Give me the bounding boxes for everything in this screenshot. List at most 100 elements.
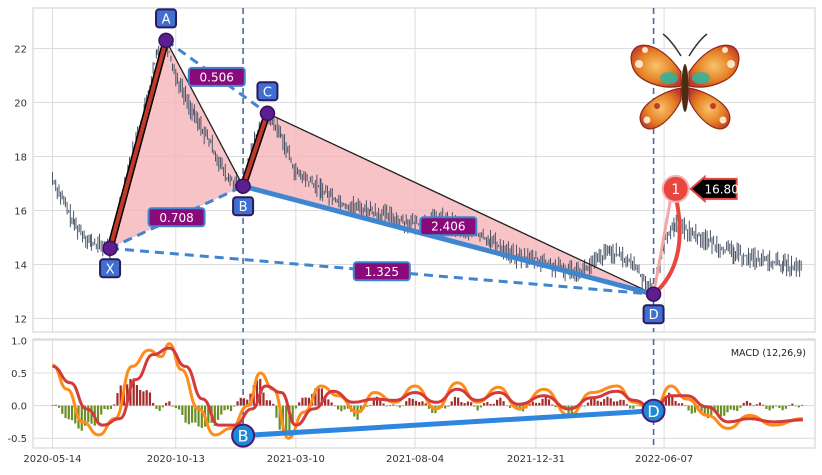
macd-histogram-bar	[61, 405, 64, 414]
macd-histogram-bar	[54, 404, 57, 406]
x-tick-label: 2021-03-10	[267, 454, 325, 465]
macd-histogram-bar	[83, 405, 87, 426]
macd-histogram-bar	[392, 404, 395, 406]
macd-histogram-bar	[233, 405, 236, 407]
macd-histogram-bar	[379, 398, 382, 406]
pattern-badge-label: X	[106, 262, 115, 277]
macd-histogram-bar	[794, 405, 797, 407]
macd-histogram-bar	[590, 397, 593, 406]
pattern-badge	[256, 81, 279, 102]
macd-histogram-bar	[473, 405, 476, 407]
macd-histogram-bar	[372, 399, 375, 406]
macd-histogram-bar	[246, 399, 249, 406]
macd-histogram-bar	[272, 403, 275, 406]
x-tick-label: 2020-05-14	[23, 454, 81, 465]
macd-histogram-bar	[622, 400, 625, 406]
macd-histogram-bar	[736, 405, 739, 411]
macd-histogram-bar	[106, 405, 109, 410]
macd-histogram-bar	[194, 405, 197, 423]
macd-histogram-bar	[635, 405, 638, 407]
macd-histogram-bar	[534, 402, 538, 406]
price-y-tick-label: 20	[14, 99, 27, 110]
macd-histogram-bar	[476, 405, 479, 411]
macd-histogram-bar	[255, 380, 259, 406]
macd-histogram-bar	[223, 405, 226, 411]
macd-histogram-bar	[337, 405, 340, 410]
macd-histogram-bar	[142, 391, 145, 406]
macd-histogram-bar	[213, 405, 216, 426]
macd-histogram-bar	[612, 401, 616, 406]
macd-histogram-bar	[57, 405, 61, 408]
macd-histogram-bar	[294, 405, 298, 409]
macd-histogram-bar	[567, 405, 570, 416]
butterfly-icon	[630, 33, 740, 130]
ratio-label: 0.506	[200, 70, 234, 84]
macd-histogram-bar	[716, 405, 719, 414]
bcd-triangle	[243, 113, 654, 295]
macd-histogram-bar	[492, 403, 495, 406]
xa-leg	[108, 38, 169, 251]
macd-histogram-bar	[547, 399, 551, 406]
macd-histogram-bar	[745, 400, 749, 406]
macd-histogram-bar	[178, 405, 181, 410]
macd-histogram-bar	[174, 405, 177, 408]
macd-histogram-bar	[551, 404, 554, 406]
macd-y-tick-label: 0.0	[11, 402, 27, 413]
macd-histogram-bar	[343, 405, 346, 410]
macd-histogram-bar	[531, 401, 534, 406]
macd-histogram-bar	[148, 392, 152, 406]
target-value-label: 16.80	[704, 182, 738, 196]
pattern-node	[259, 105, 276, 122]
macd-histogram-bar	[463, 403, 466, 406]
cd-leg	[267, 112, 654, 295]
price-y-tick-label: 18	[14, 153, 27, 164]
macd-histogram-bar	[165, 402, 168, 406]
macd-histogram-bar	[541, 398, 544, 406]
macd-histogram-bar	[632, 405, 635, 409]
macd-histogram-bar	[538, 402, 541, 406]
pattern-badge-label: D	[649, 308, 659, 323]
macd-histogram-bar	[625, 404, 629, 406]
pattern-node	[158, 32, 174, 49]
price-y-tick-label: 12	[14, 315, 27, 326]
macd-histogram-bar	[684, 405, 687, 407]
macd-histogram-bar	[161, 405, 164, 408]
macd-histogram-bar	[508, 405, 512, 408]
macd-histogram-bar	[388, 405, 392, 406]
macd-histogram-bar	[109, 405, 113, 409]
signal-line	[52, 346, 803, 427]
macd-histogram-bar	[460, 402, 463, 406]
macd-histogram-bar	[680, 403, 684, 406]
macd-histogram-bar	[382, 403, 385, 406]
pattern-badge	[232, 196, 255, 217]
x-axis: 2020-05-14 2020-10-13 2021-03-10 2021-08-04…	[23, 454, 693, 465]
ab-leg	[165, 40, 244, 187]
macd-histogram-bar	[398, 405, 401, 408]
macd-histogram-bar	[447, 405, 450, 407]
macd-histogram-bar	[418, 402, 421, 406]
macd-histogram-bar	[236, 401, 239, 406]
macd-histogram-bar	[200, 405, 203, 428]
pattern-badge-label: B	[239, 200, 248, 215]
target-value-arrow	[689, 174, 738, 204]
macd-histogram-bar	[768, 405, 771, 411]
pattern-node	[645, 286, 662, 302]
macd-histogram-bar	[242, 398, 246, 406]
macd-histogram-bar	[414, 400, 418, 406]
macd-histogram-bar	[67, 405, 70, 420]
macd-histogram-bar	[327, 399, 330, 406]
macd-histogram-bar	[340, 405, 343, 412]
macd-histogram-bar	[87, 405, 90, 423]
macd-histogram-bar	[758, 402, 762, 406]
macd-histogram-bar	[317, 385, 320, 406]
macd-pattern-node	[641, 398, 666, 423]
macd-histogram-bar	[187, 405, 190, 425]
macd-pattern-node	[231, 423, 256, 448]
macd-histogram-bar	[706, 405, 710, 419]
macd-histogram-bar	[103, 405, 106, 409]
macd-pattern-node-label: D	[647, 402, 659, 421]
macd-histogram-bar	[719, 405, 723, 417]
macd-histogram-bar	[135, 385, 139, 406]
